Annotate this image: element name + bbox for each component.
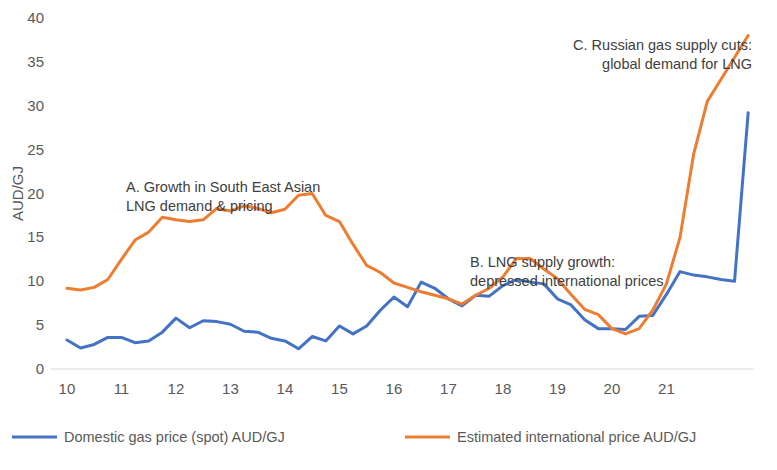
y-tick-label: 25: [27, 141, 44, 158]
series-line: [67, 113, 748, 349]
x-tick-label: 12: [168, 380, 185, 397]
x-tick-label: 18: [495, 380, 512, 397]
y-tick-label: 35: [27, 53, 44, 70]
x-axis-line: [51, 369, 754, 370]
x-tick-label: 11: [114, 380, 130, 397]
series-line: [67, 36, 748, 334]
y-tick-label: 5: [36, 316, 44, 333]
x-tick-label: 10: [59, 380, 76, 397]
legend-swatch: [12, 436, 57, 439]
x-tick-label: 19: [549, 380, 566, 397]
annotation: B. LNG supply growth:: [470, 254, 615, 270]
x-tick-label: 13: [222, 380, 239, 397]
annotation: C. Russian gas supply cuts:: [573, 37, 752, 53]
x-tick-label: 20: [604, 380, 621, 397]
x-tick-label: 21: [658, 380, 675, 397]
x-tick-label: 16: [386, 380, 403, 397]
y-tick-label: 40: [27, 9, 44, 26]
annotation: depressed international prices: [470, 273, 663, 289]
legend-swatch: [405, 436, 450, 439]
y-tick-label: 10: [27, 272, 44, 289]
y-axis-title: AUD/GJ: [9, 166, 26, 221]
legend-label: Estimated international price AUD/GJ: [457, 429, 696, 445]
plot-area: [67, 36, 748, 349]
annotation: global demand for LNG: [602, 56, 752, 72]
x-tick-label: 14: [277, 380, 294, 397]
x-tick-label: 15: [331, 380, 348, 397]
legend-label: Domestic gas price (spot) AUD/GJ: [64, 429, 285, 445]
y-tick-label: 0: [36, 360, 44, 377]
y-tick-label: 30: [27, 97, 44, 114]
chart: 0 5 10 15 20 25 30 35 40 10 11 12 13 14 15 16 17 18 19 20 21…: [0, 0, 777, 470]
y-tick-label: 20: [27, 185, 44, 202]
annotation: A. Growth in South East Asian: [126, 179, 320, 195]
background: [0, 0, 777, 470]
x-tick-label: 17: [440, 380, 457, 397]
y-tick-label: 15: [27, 228, 44, 245]
annotation: LNG demand & pricing: [126, 198, 273, 214]
